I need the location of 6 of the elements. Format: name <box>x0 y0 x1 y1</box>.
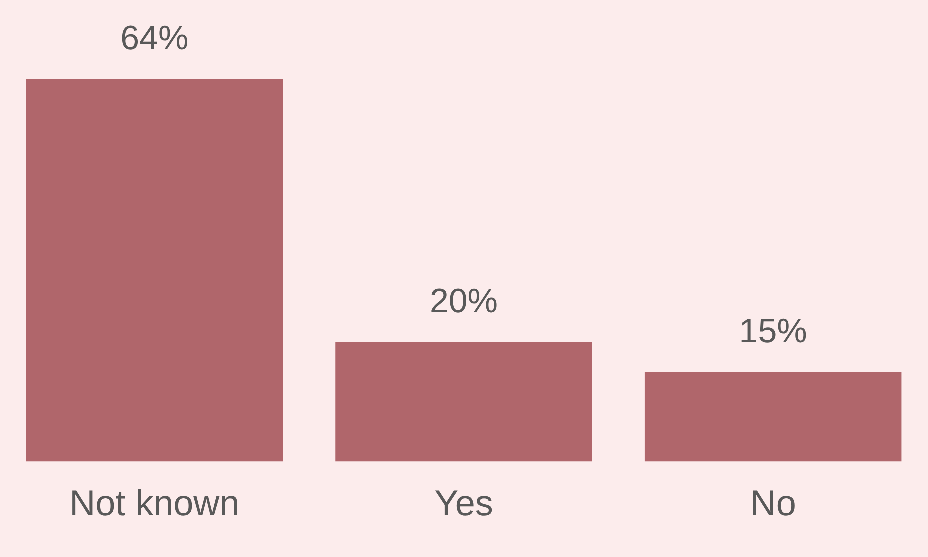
data-label: 20% <box>430 282 498 321</box>
x-tick-label: Not known <box>70 482 240 524</box>
x-tick-label: No <box>750 482 796 524</box>
data-label: 64% <box>120 19 189 58</box>
data-label: 15% <box>739 312 808 350</box>
x-tick-label: Yes <box>434 482 494 524</box>
